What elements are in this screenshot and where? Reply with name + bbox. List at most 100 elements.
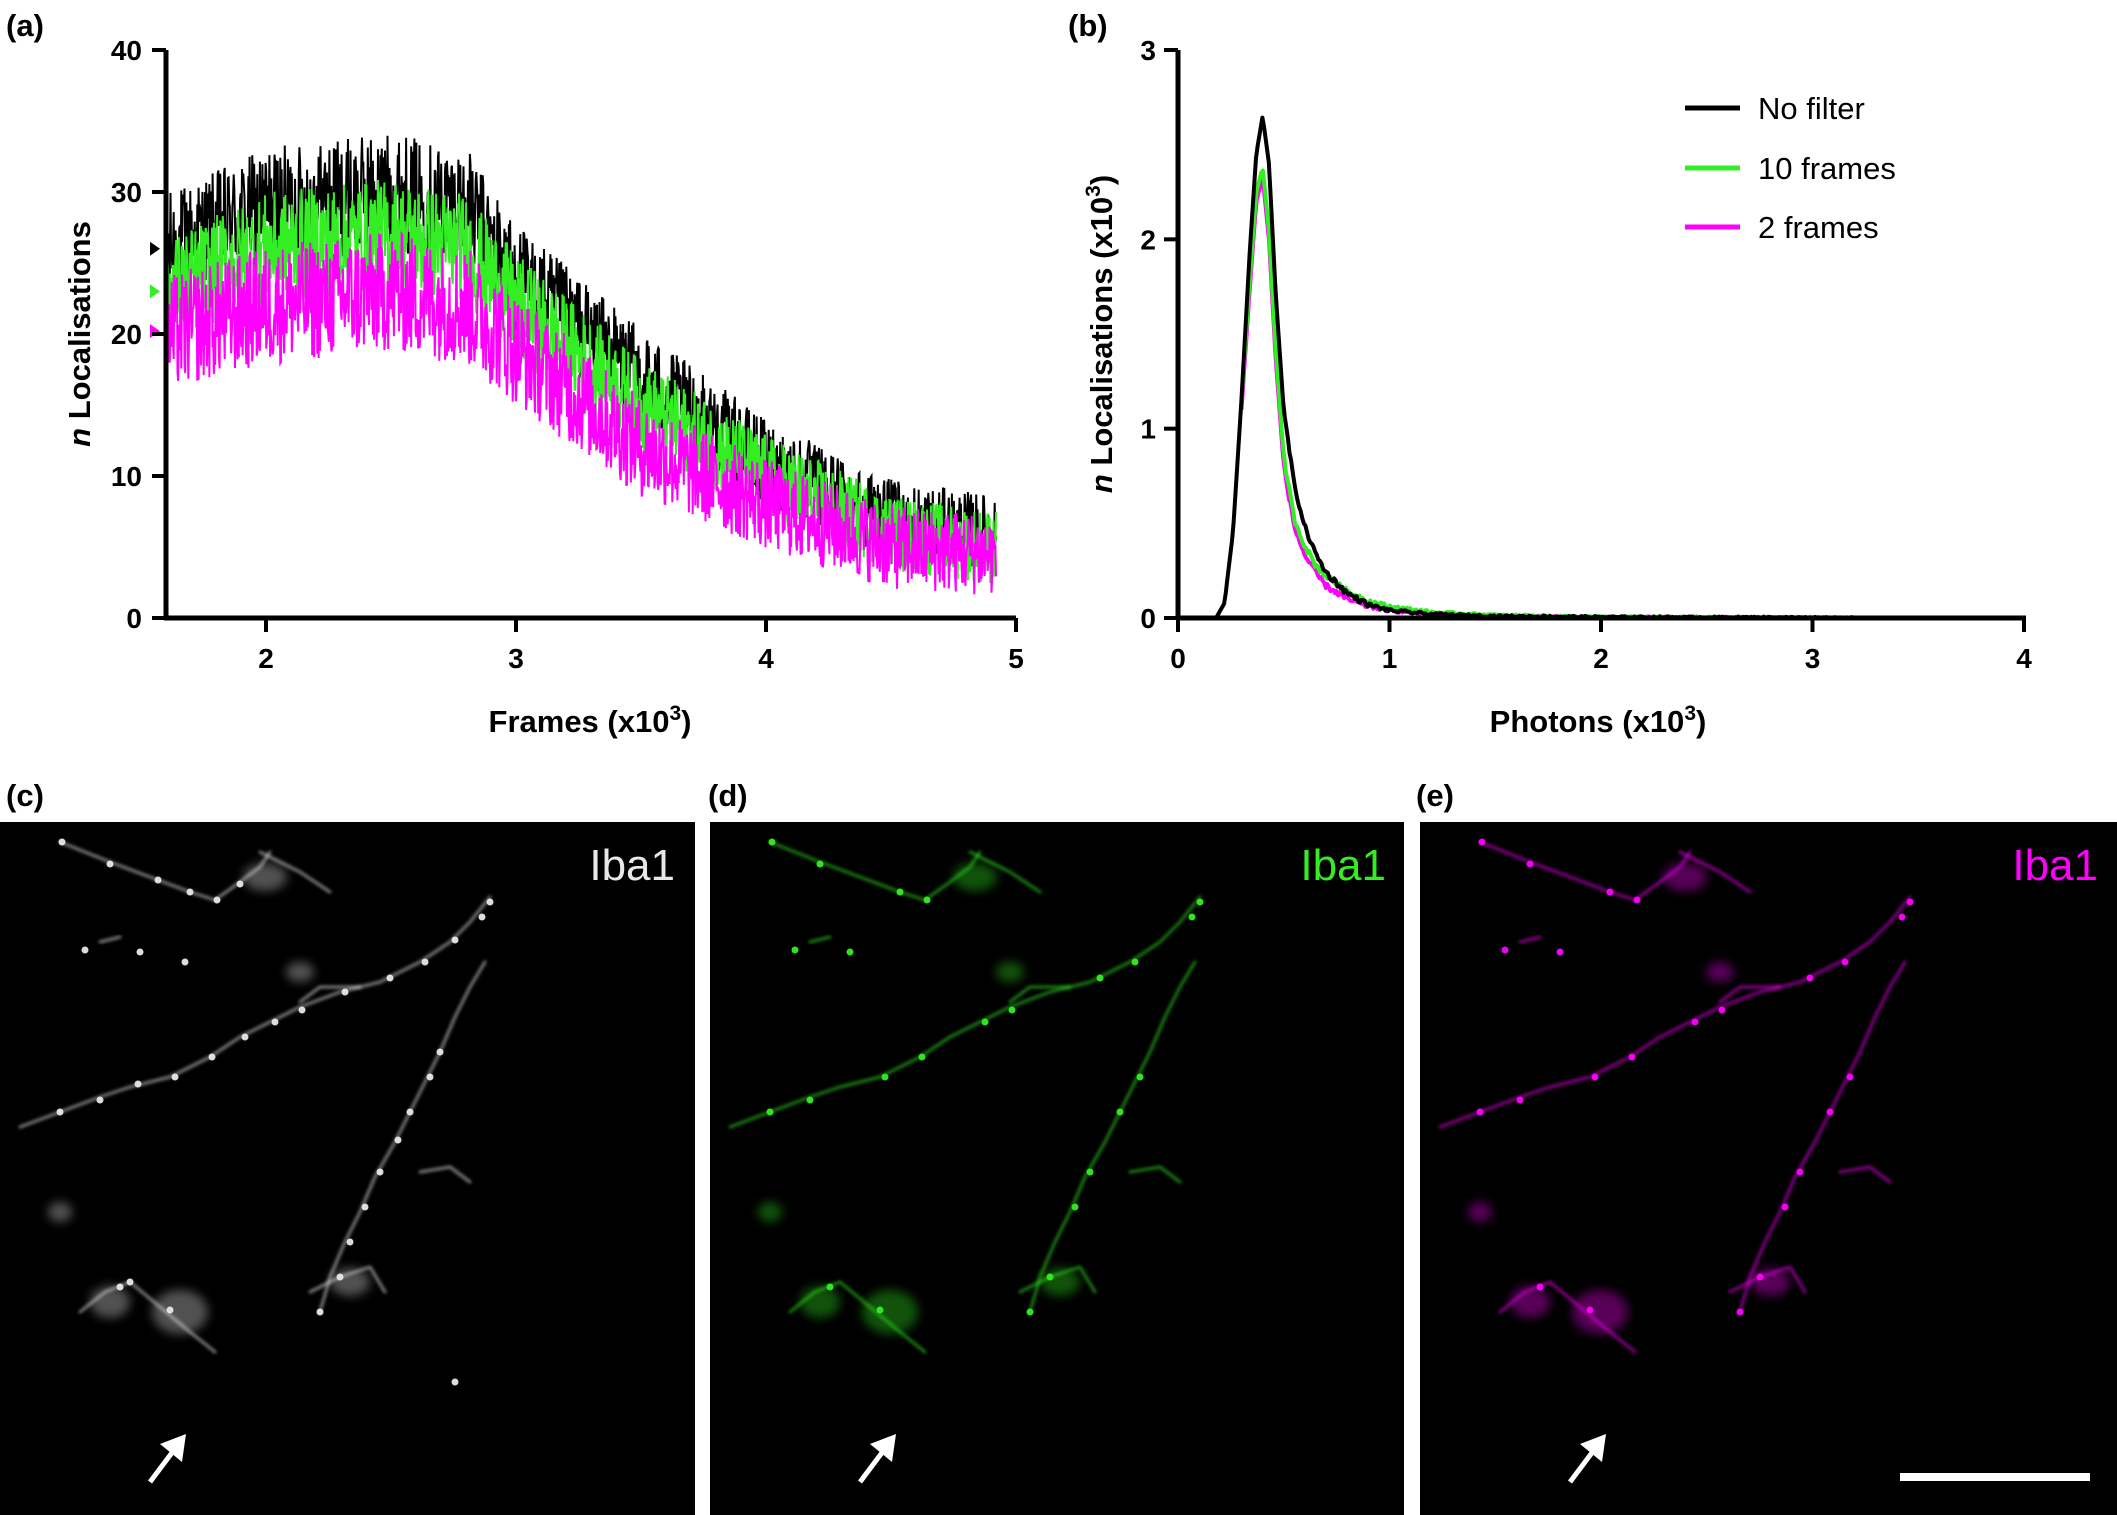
micrograph-process	[808, 935, 832, 944]
micrograph-puncta	[386, 974, 394, 982]
micrograph-puncta	[166, 1306, 174, 1314]
micrograph-e-background	[1420, 822, 2117, 1515]
panel-b-label: (b)	[1068, 8, 1108, 43]
micrograph-puncta	[1606, 888, 1614, 896]
micrograph-blob	[243, 863, 287, 891]
micrograph-blob	[286, 962, 314, 982]
arrow-head	[870, 1434, 896, 1462]
micrograph-puncta	[134, 1080, 142, 1088]
micrograph-puncta	[1841, 958, 1849, 966]
micrograph-puncta	[394, 1136, 402, 1144]
chart-a-ticks: 0 10 20 30 40 2 3 4 5	[111, 35, 1024, 674]
chart-a-x-tick-label: 5	[1008, 643, 1024, 674]
micrograph-blob	[1572, 1290, 1628, 1334]
micrograph-puncta	[1071, 1203, 1079, 1211]
micrograph-puncta	[1898, 913, 1906, 921]
chart-a-y-tick-label: 40	[111, 35, 142, 66]
micrograph-puncta	[271, 1018, 279, 1026]
micrograph-puncta	[236, 880, 244, 888]
micrograph-process	[728, 895, 1202, 1129]
micrograph-process	[1478, 840, 1692, 902]
chart-a-y-tick-label: 10	[111, 461, 142, 492]
chart-b-y-axis-title: n Localisations (x103)	[1082, 175, 1119, 493]
micrograph-puncta	[1846, 1073, 1854, 1081]
micrograph-blob	[996, 962, 1024, 982]
micrograph-puncta	[1736, 1308, 1744, 1316]
chart-a-y-axis-title: n Localisations	[62, 221, 97, 447]
micrograph-puncta	[1046, 1273, 1054, 1281]
micrograph-puncta	[126, 1278, 134, 1286]
micrograph-puncta	[451, 1378, 459, 1386]
micrograph-puncta	[1131, 958, 1139, 966]
micrograph-process	[968, 850, 1042, 894]
micrograph-puncta	[478, 913, 486, 921]
micrograph-process	[418, 1165, 472, 1184]
micrograph-process	[1498, 1280, 1637, 1354]
micrograph-process	[1438, 895, 1912, 1129]
micrograph-puncta	[1826, 1108, 1834, 1116]
chart-b: (b) 0 1 2 3 0 1 2 3 4 Photons (x103) n Localisat…	[1068, 8, 2032, 739]
chart-b-series-no-filter	[1178, 115, 1856, 620]
chart-a: (a) 0 10 20 30 40 2 3 4 5 Frames (x103) n Locali…	[6, 8, 1024, 739]
micrograph-process	[788, 1280, 927, 1354]
micrograph-d: Iba1	[710, 822, 1404, 1515]
micrograph-process	[18, 895, 492, 1129]
micrograph-puncta	[136, 948, 144, 956]
micrograph-puncta	[376, 1168, 384, 1176]
micrograph-puncta	[923, 896, 931, 904]
micrograph-puncta	[171, 1073, 179, 1081]
chart-a-series-ten-frames	[168, 179, 997, 584]
micrograph-puncta	[106, 860, 114, 868]
micrograph-e-arrow	[1568, 1434, 1606, 1484]
chart-b-x-tick-label: 0	[1170, 643, 1186, 674]
legend-label-2-frames: 2 frames	[1758, 210, 1879, 245]
micrograph-puncta	[421, 958, 429, 966]
micrograph-puncta	[56, 1108, 64, 1116]
micrograph-blob	[152, 1290, 208, 1334]
micrograph-c-background	[0, 822, 695, 1515]
micrograph-puncta	[876, 1306, 884, 1314]
micrograph-process	[1678, 850, 1752, 894]
micrograph-d-arrow	[858, 1434, 896, 1484]
micrograph-puncta	[766, 1108, 774, 1116]
chart-a-y-tick-label: 30	[111, 177, 142, 208]
micrograph-blob	[1510, 1286, 1550, 1318]
micrograph-puncta	[1136, 1073, 1144, 1081]
arrow-head	[160, 1434, 186, 1462]
micrograph-blob	[953, 863, 997, 891]
micrograph-puncta	[826, 1283, 834, 1291]
micrograph-process	[1728, 1265, 1807, 1294]
micrograph-puncta	[116, 1283, 124, 1291]
micrograph-puncta	[981, 1018, 989, 1026]
micrograph-blob	[1468, 1202, 1492, 1222]
micrograph-puncta	[1591, 1073, 1599, 1081]
panel-a-label: (a)	[6, 8, 44, 43]
micrograph-puncta	[336, 1273, 344, 1281]
micrograph-process	[258, 850, 332, 894]
chart-b-y-tick-label: 0	[1140, 603, 1156, 634]
micrograph-puncta	[1628, 1053, 1636, 1061]
micrograph-blob	[1663, 863, 1707, 891]
micrograph-puncta	[406, 1108, 414, 1116]
chart-b-x-tick-label: 2	[1593, 643, 1609, 674]
chart-a-x-tick-label: 4	[758, 643, 774, 674]
micrograph-puncta	[1536, 1283, 1544, 1291]
micrograph-puncta	[361, 1203, 369, 1211]
micrograph-puncta	[486, 898, 494, 906]
micrograph-puncta	[1476, 1108, 1484, 1116]
micrograph-puncta	[213, 896, 221, 904]
micrograph-puncta	[1691, 1018, 1699, 1026]
micrograph-c-label: Iba1	[589, 841, 675, 890]
legend-label-no-filter: No filter	[1758, 91, 1865, 126]
arrow-head	[1580, 1434, 1606, 1462]
chart-b-y-tick-label: 2	[1140, 224, 1156, 255]
micrograph-puncta	[881, 1073, 889, 1081]
chart-a-series	[168, 135, 997, 595]
chart-b-y-tick-label: 1	[1140, 414, 1156, 445]
micrograph-puncta	[1633, 896, 1641, 904]
chart-b-series-two-frames	[1239, 178, 1856, 620]
panel-d-label: (d)	[708, 778, 748, 813]
chart-a-mean-marker-no-filter	[150, 241, 160, 256]
micrograph-process	[1738, 960, 1907, 1314]
micrograph-puncta	[181, 958, 189, 966]
